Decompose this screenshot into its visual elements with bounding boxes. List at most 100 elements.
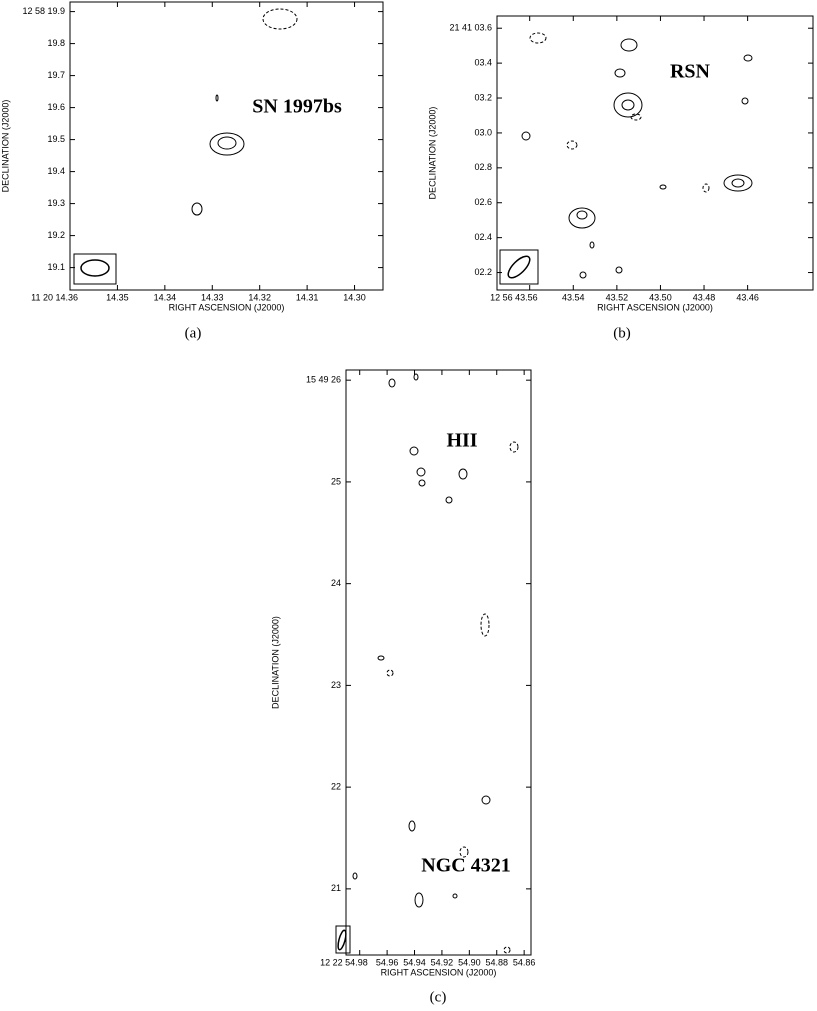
x-tick-label: 54.94 xyxy=(403,957,426,967)
contour xyxy=(589,241,595,249)
y-tick-label: 02.6 xyxy=(474,197,492,207)
contour xyxy=(215,94,219,102)
y-tick-label: 02.4 xyxy=(474,232,492,242)
beam-box xyxy=(73,253,117,285)
contour xyxy=(659,184,667,190)
x-tick-label: 14.34 xyxy=(154,292,177,302)
caption: (c) xyxy=(430,989,447,1005)
y-tick-label: 24 xyxy=(331,578,341,588)
y-tick-label: 03.0 xyxy=(474,127,492,137)
x-tick-label: 54.86 xyxy=(513,957,536,967)
x-tick-label: 43.48 xyxy=(693,292,716,302)
y-tick-label: 21 41 03.6 xyxy=(449,23,492,33)
contour xyxy=(615,266,623,274)
y-tick-label: 19.1 xyxy=(47,262,65,272)
contour xyxy=(416,467,426,477)
annotation: SN 1997bs xyxy=(252,96,342,118)
contour xyxy=(529,32,547,44)
x-tick-label: 14.31 xyxy=(296,292,319,302)
y-tick-label: 22 xyxy=(331,782,341,792)
contour xyxy=(386,669,394,677)
caption: (a) xyxy=(185,325,202,341)
contour xyxy=(480,613,490,637)
x-tick-label: 14.32 xyxy=(248,292,271,302)
contour xyxy=(503,946,511,954)
plot-frame xyxy=(496,15,814,291)
y-tick-label: 02.2 xyxy=(474,267,492,277)
contour xyxy=(741,97,749,105)
plot-frame xyxy=(69,1,384,291)
x-tick-label: 12 56 43.56 xyxy=(490,292,538,302)
contour xyxy=(352,872,358,880)
y-tick-label: 19.5 xyxy=(47,134,65,144)
x-tick-label: 43.50 xyxy=(649,292,672,302)
contour xyxy=(481,795,491,805)
x-tick-label: 43.46 xyxy=(736,292,759,302)
contour xyxy=(459,846,469,858)
contour xyxy=(414,892,424,908)
contour xyxy=(388,378,396,388)
contour xyxy=(377,655,385,661)
contour xyxy=(445,496,453,504)
beam xyxy=(337,929,347,951)
panel: 21 41 03.6 03.4 03.2 03.0 02.8 02.6 02.4 02.2 12… xyxy=(427,15,814,341)
x-tick-label: 54.92 xyxy=(431,957,454,967)
x-tick-label: 43.54 xyxy=(562,292,585,302)
contour xyxy=(614,68,626,78)
contour xyxy=(576,210,588,220)
x-tick-label: 54.96 xyxy=(376,957,399,967)
contour xyxy=(217,136,237,150)
y-axis-label: DECLINATION (J2000) xyxy=(270,616,280,709)
contour xyxy=(731,178,745,188)
annotation: HII xyxy=(446,430,477,452)
x-tick-label: 14.35 xyxy=(106,292,129,302)
x-tick-label: 54.90 xyxy=(458,957,481,967)
y-axis-label: DECLINATION (J2000) xyxy=(0,100,10,193)
y-tick-label: 19.4 xyxy=(47,166,65,176)
y-tick-label: 19.3 xyxy=(47,198,65,208)
contour xyxy=(408,820,416,832)
y-tick-label: 19.2 xyxy=(47,230,65,240)
y-tick-label: 19.7 xyxy=(47,70,65,80)
panel: 12 58 19.9 19.8 19.7 19.6 19.5 19.4 19.3 19.2 19… xyxy=(0,1,384,341)
y-tick-label: 15 49 26 xyxy=(306,375,341,385)
x-tick-label: 12 22 54.98 xyxy=(320,957,368,967)
y-tick-label: 12 58 19.9 xyxy=(22,6,65,16)
contour xyxy=(409,446,419,456)
x-axis-label: RIGHT ASCENSION (J2000) xyxy=(597,302,713,312)
y-tick-label: 02.8 xyxy=(474,162,492,172)
x-axis-label: RIGHT ASCENSION (J2000) xyxy=(169,302,285,312)
x-tick-label: 43.52 xyxy=(606,292,629,302)
x-tick-label: 11 20 14.36 xyxy=(31,292,78,302)
beam-box xyxy=(335,925,351,954)
contour xyxy=(566,140,578,150)
contour xyxy=(613,92,643,118)
contour xyxy=(191,202,203,216)
contour xyxy=(452,893,458,899)
y-tick-label: 21 xyxy=(331,883,341,893)
annotation: NGC 4321 xyxy=(421,855,510,877)
y-tick-label: 03.2 xyxy=(474,92,492,102)
contour xyxy=(621,99,635,111)
contour xyxy=(521,131,531,141)
contour xyxy=(413,373,419,381)
x-tick-label: 14.33 xyxy=(201,292,224,302)
plot-frame xyxy=(345,369,532,956)
contour xyxy=(702,183,710,193)
y-tick-label: 19.8 xyxy=(47,38,65,48)
y-tick-label: 03.4 xyxy=(474,57,492,67)
contour xyxy=(568,207,596,229)
y-tick-label: 19.6 xyxy=(47,102,65,112)
contour xyxy=(620,38,638,52)
x-axis-label: RIGHT ASCENSION (J2000) xyxy=(381,967,497,977)
panel: 15 49 26 25 24 23 22 21 12 22 54.98 54.96 54.94 5… xyxy=(270,369,536,1005)
contour xyxy=(579,271,587,279)
contour xyxy=(743,54,753,62)
y-tick-label: 23 xyxy=(331,680,341,690)
beam-box xyxy=(499,249,539,285)
contour xyxy=(509,441,519,453)
contour xyxy=(418,479,426,487)
y-axis-label: DECLINATION (J2000) xyxy=(427,107,437,200)
caption: (b) xyxy=(613,325,631,341)
